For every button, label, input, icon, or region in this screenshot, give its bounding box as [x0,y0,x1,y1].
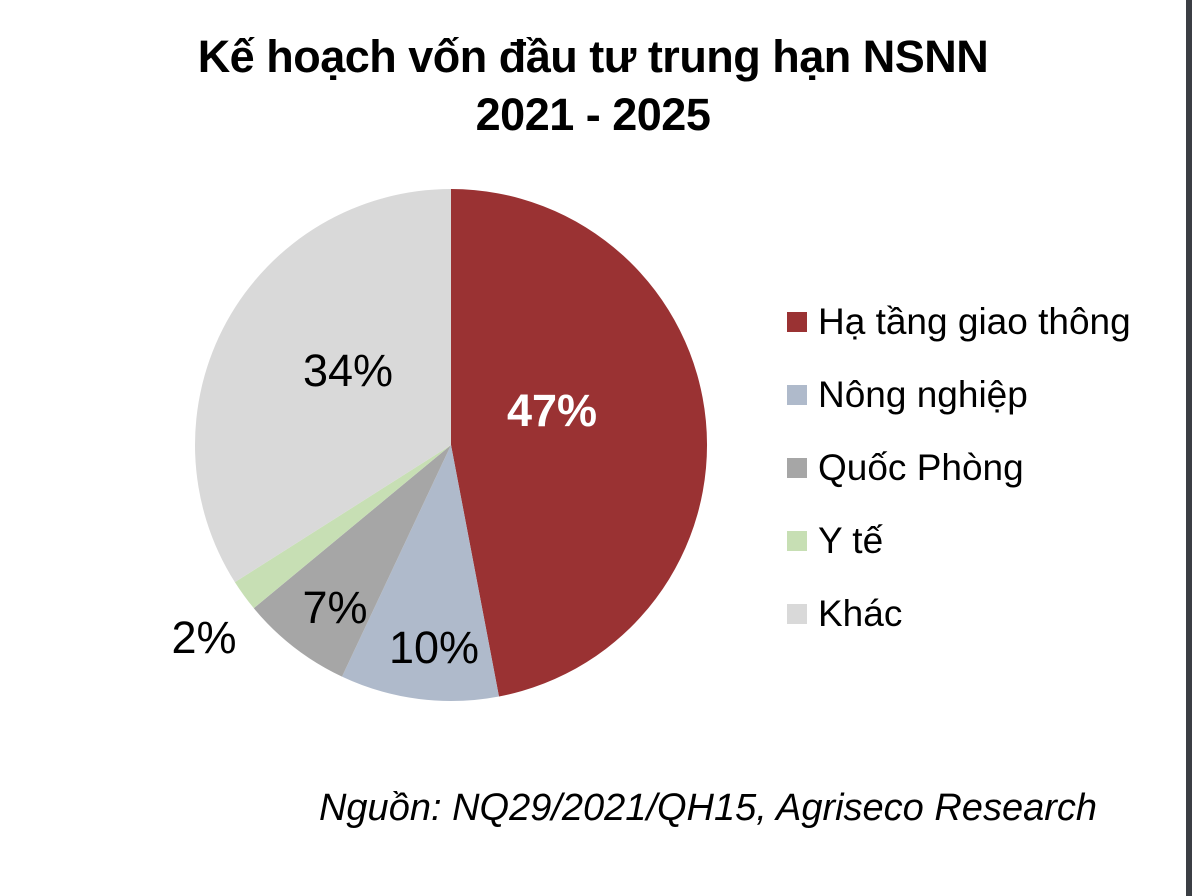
legend-label: Hạ tầng giao thông [818,300,1131,342]
legend-swatch-icon [787,603,807,624]
legend: Hạ tầng giao thông Nông nghiệp Quốc Phòng Y… [787,285,1131,650]
legend-item-0: Hạ tầng giao thông [787,285,1131,358]
legend-item-4: Khác [787,577,1131,650]
source-note: Nguồn: NQ29/2021/QH15, Agriseco Research [318,787,1098,829]
legend-swatch-icon [787,311,807,332]
slice-label-1: 10% [388,622,480,673]
slice-label-0: 47% [506,385,598,436]
pie-slice-0 [451,189,708,697]
legend-label: Nông nghiệp [818,373,1028,415]
legend-swatch-icon [787,530,807,551]
slice-label-2: 7% [302,582,368,633]
legend-label: Quốc Phòng [818,446,1024,488]
legend-item-2: Quốc Phòng [787,431,1131,504]
pie-graphic [194,189,708,702]
pie-slice-3 [234,445,451,609]
chart-title-line1: Kế hoạch vốn đầu tư trung hạn NSNN [197,31,989,82]
legend-swatch-icon [787,384,807,405]
legend-label: Y tế [818,519,884,561]
slice-label-3: 2% [171,612,237,663]
chart-title-line2: 2021 - 2025 [475,89,711,140]
slice-label-4: 34% [302,345,394,396]
legend-item-1: Nông nghiệp [787,358,1131,431]
chart-title: Kế hoạch vốn đầu tư trung hạn NSNN 2021 … [0,28,1186,144]
pie-slice-4 [194,189,451,583]
page-edge-strip [1186,0,1192,896]
pie-slice-2 [253,445,451,677]
legend-swatch-icon [787,457,807,478]
legend-item-3: Y tế [787,504,1131,577]
legend-label: Khác [818,592,903,634]
pie-slice-1 [342,445,499,702]
